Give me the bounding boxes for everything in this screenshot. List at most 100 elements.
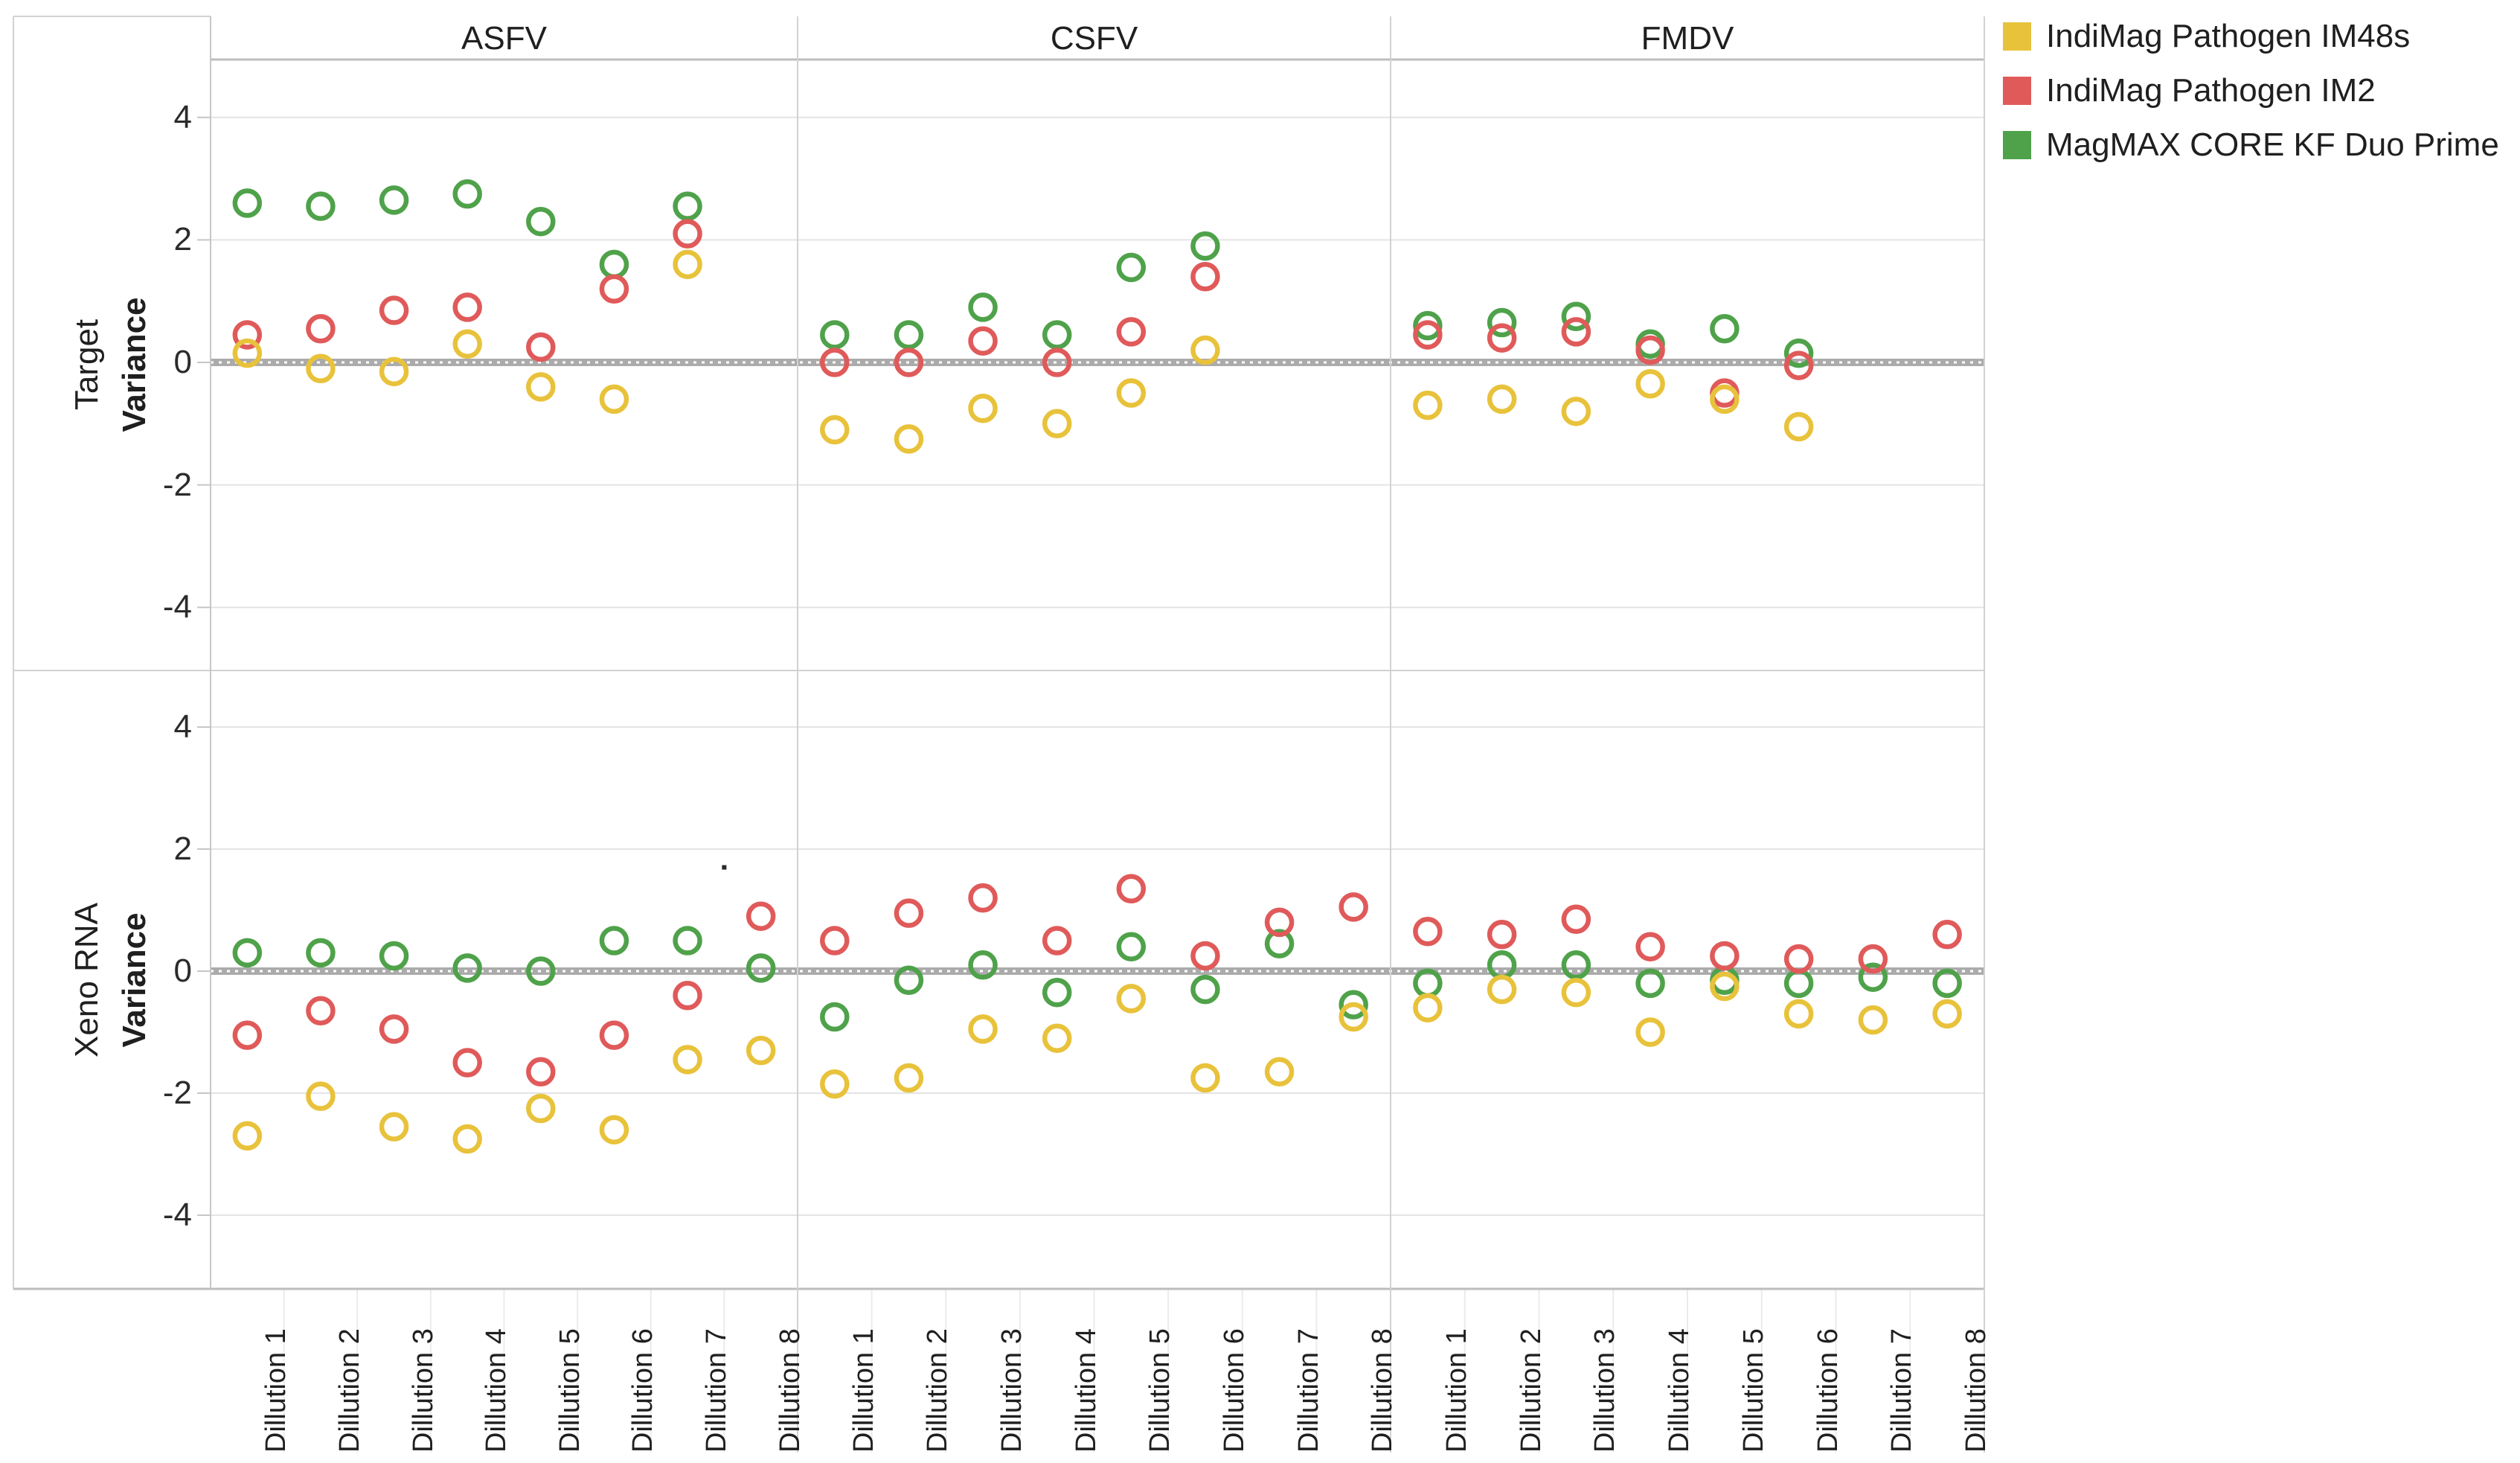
data-point: [820, 1002, 850, 1032]
data-point: [820, 1069, 850, 1099]
data-point: [1561, 397, 1591, 426]
data-point: [1710, 971, 1740, 1002]
data-point: [1042, 348, 1072, 377]
data-point: [379, 1014, 409, 1044]
data-point: [1783, 338, 1814, 368]
x-tick-label: Dillution 2: [1515, 1328, 1547, 1453]
data-point: [526, 1093, 556, 1124]
data-point: [1635, 932, 1665, 961]
legend-label-magmax: MagMAX CORE KF Duo Prime: [2046, 127, 2499, 163]
data-point: [599, 1020, 629, 1050]
x-tick-label: Dillution 5: [1144, 1328, 1176, 1453]
data-point: [1338, 892, 1368, 922]
data-point: [1487, 920, 1517, 950]
legend-item-im2[interactable]: IndiMag Pathogen IM2: [2003, 74, 2499, 108]
data-point: [1635, 1017, 1665, 1047]
data-point: [1487, 307, 1517, 338]
data-point: [526, 956, 556, 986]
data-point: [1710, 313, 1740, 344]
data-point: [894, 1063, 924, 1093]
data-point: [452, 1124, 482, 1154]
data-point: [1635, 968, 1665, 999]
y-tick-label: -4: [162, 1197, 192, 1233]
x-tick-label: Dillution 7: [701, 1328, 733, 1453]
data-point: [306, 938, 336, 968]
legend-item-magmax[interactable]: MagMAX CORE KF Duo Prime: [2003, 128, 2499, 162]
y-tick-label: 4: [173, 708, 192, 745]
data-point: [968, 883, 998, 913]
data-point: [1413, 320, 1443, 350]
data-point: [1190, 941, 1220, 971]
x-tick-label: Dillution 4: [481, 1328, 513, 1453]
data-point: [1264, 1057, 1295, 1087]
data-point: [452, 292, 482, 322]
data-point: [894, 424, 924, 454]
data-point: [1487, 384, 1517, 414]
x-tick-label: Dillution 4: [1664, 1328, 1696, 1453]
data-point: [1042, 320, 1072, 350]
data-point: [1190, 335, 1220, 365]
x-tick-label: Dillution 3: [1589, 1328, 1621, 1453]
data-point: [1116, 874, 1147, 904]
data-point: [746, 1035, 776, 1066]
data-point: [1561, 301, 1591, 332]
data-point: [1190, 1063, 1220, 1093]
data-point: [379, 941, 409, 971]
data-point: [232, 188, 263, 218]
data-point: [526, 332, 556, 362]
x-tick-label: Dillution 1: [1440, 1328, 1472, 1453]
x-tick-label: Dillution 8: [774, 1328, 806, 1453]
data-point: [1116, 317, 1147, 347]
data-point: [526, 1057, 556, 1087]
data-point: [452, 953, 482, 983]
legend-item-im48s[interactable]: IndiMag Pathogen IM48s: [2003, 19, 2499, 54]
data-point: [1561, 317, 1591, 347]
data-point: [379, 356, 409, 387]
y-tick-label: 0: [173, 953, 192, 989]
data-point: [599, 274, 629, 304]
x-tick-label: Dillution 4: [1070, 1328, 1102, 1453]
x-tick-label: Dillution 8: [1960, 1328, 1992, 1453]
data-point: [1413, 916, 1443, 947]
data-point: [599, 1115, 629, 1145]
x-tick-label: Dillution 7: [1292, 1328, 1324, 1453]
data-point: [1858, 944, 1888, 974]
facet-column-header-fmdv: FMDV: [1641, 20, 1734, 57]
data-point: [1413, 993, 1443, 1022]
data-point: [968, 1014, 998, 1044]
data-point: [1932, 999, 1962, 1029]
x-tick-label: Dillution 1: [260, 1328, 292, 1453]
x-tick-label: Dillution 1: [847, 1328, 879, 1453]
data-point: [894, 348, 924, 377]
data-point: [968, 292, 998, 322]
data-point: [306, 996, 336, 1026]
data-point: [968, 950, 998, 980]
data-point: [820, 348, 850, 377]
x-tick-label: Dillution 6: [627, 1328, 659, 1453]
x-tick-label: Dillution 2: [333, 1328, 365, 1453]
x-tick-label: Dillution 8: [1367, 1328, 1399, 1453]
stray-dot-artifact: [722, 865, 727, 870]
y-tick-label: 4: [173, 98, 192, 135]
data-point: [232, 320, 263, 350]
y-tick-label: 2: [173, 221, 192, 258]
data-point: [1190, 231, 1220, 261]
data-point: [1858, 962, 1888, 992]
data-point: [1710, 384, 1740, 414]
data-point: [968, 326, 998, 356]
facet-column-header-asfv: ASFV: [461, 20, 547, 57]
data-point: [1783, 944, 1814, 974]
data-point: [526, 372, 556, 402]
data-point: [1858, 1005, 1888, 1035]
x-tick-label: Dillution 6: [1218, 1328, 1250, 1453]
x-tick-label: Dillution 3: [996, 1328, 1028, 1453]
data-point: [379, 185, 409, 215]
data-point: [1932, 968, 1962, 999]
data-point: [1710, 941, 1740, 971]
data-point: [894, 965, 924, 996]
data-point: [1783, 999, 1814, 1029]
data-point: [820, 414, 850, 445]
data-point: [894, 898, 924, 928]
y-tick-label: -4: [162, 589, 192, 626]
